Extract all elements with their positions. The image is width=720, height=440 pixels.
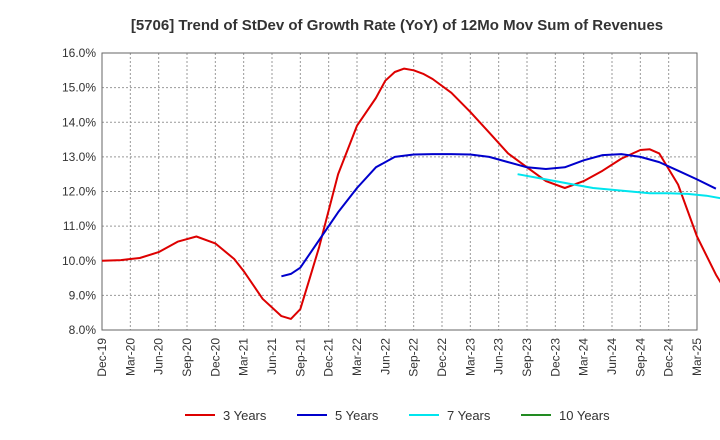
y-tick-label: 9.0% (69, 288, 97, 302)
legend-label: 5 Years (335, 408, 379, 423)
y-tick-label: 8.0% (69, 323, 97, 337)
x-tick-label: Jun-24 (605, 338, 619, 375)
y-tick-label: 12.0% (62, 185, 96, 199)
x-tick-label: Mar-23 (463, 338, 477, 376)
legend-label: 3 Years (223, 408, 267, 423)
axes: Dec-19 Mar-20 Jun-20 Sep-20 Dec-20 Mar-21 Jun-… (62, 46, 704, 377)
y-tick-label: 11.0% (63, 219, 96, 233)
legend-label: 10 Years (559, 408, 610, 423)
x-tick-label: Jun-21 (265, 338, 279, 375)
x-tick-label: Sep-20 (180, 338, 194, 377)
y-tick-label: 15.0% (62, 81, 96, 95)
x-tick-label: Sep-24 (633, 338, 647, 377)
x-tick-label: Mar-25 (690, 338, 704, 376)
x-tick-label: Jun-20 (152, 338, 166, 375)
x-tick-label: Sep-22 (407, 338, 421, 377)
x-tick-label: Sep-23 (520, 338, 534, 377)
x-tick-label: Dec-20 (208, 338, 222, 377)
x-tick-label: Mar-21 (237, 338, 251, 376)
x-tick-label: Dec-21 (322, 338, 336, 377)
x-tick-label: Mar-20 (123, 338, 137, 376)
x-tick-label: Jun-22 (378, 338, 392, 375)
plot-frame (101, 52, 698, 331)
x-tick-label: Mar-24 (577, 338, 591, 376)
y-tick-label: 14.0% (62, 115, 96, 129)
y-tick-label: 13.0% (62, 150, 96, 164)
x-tick-label: Sep-21 (293, 338, 307, 377)
series-line-7-years (517, 173, 720, 200)
series-lines (101, 67, 720, 320)
y-tick-label: 16.0% (62, 46, 96, 60)
x-tick-label: Dec-22 (435, 338, 449, 377)
x-tick-label: Dec-19 (95, 338, 109, 377)
legend: 3 Years 5 Years 7 Years 10 Years (185, 408, 610, 423)
y-tick-label: 10.0% (62, 254, 96, 268)
x-tick-label: Dec-24 (662, 338, 676, 377)
series-line-5-years (281, 153, 717, 278)
x-tick-label: Jun-23 (492, 338, 506, 375)
x-tick-label: Dec-23 (548, 338, 562, 377)
chart-title: [5706] Trend of StDev of Growth Rate (Yo… (131, 17, 663, 34)
x-tick-label: Mar-22 (350, 338, 364, 376)
legend-label: 7 Years (447, 408, 491, 423)
